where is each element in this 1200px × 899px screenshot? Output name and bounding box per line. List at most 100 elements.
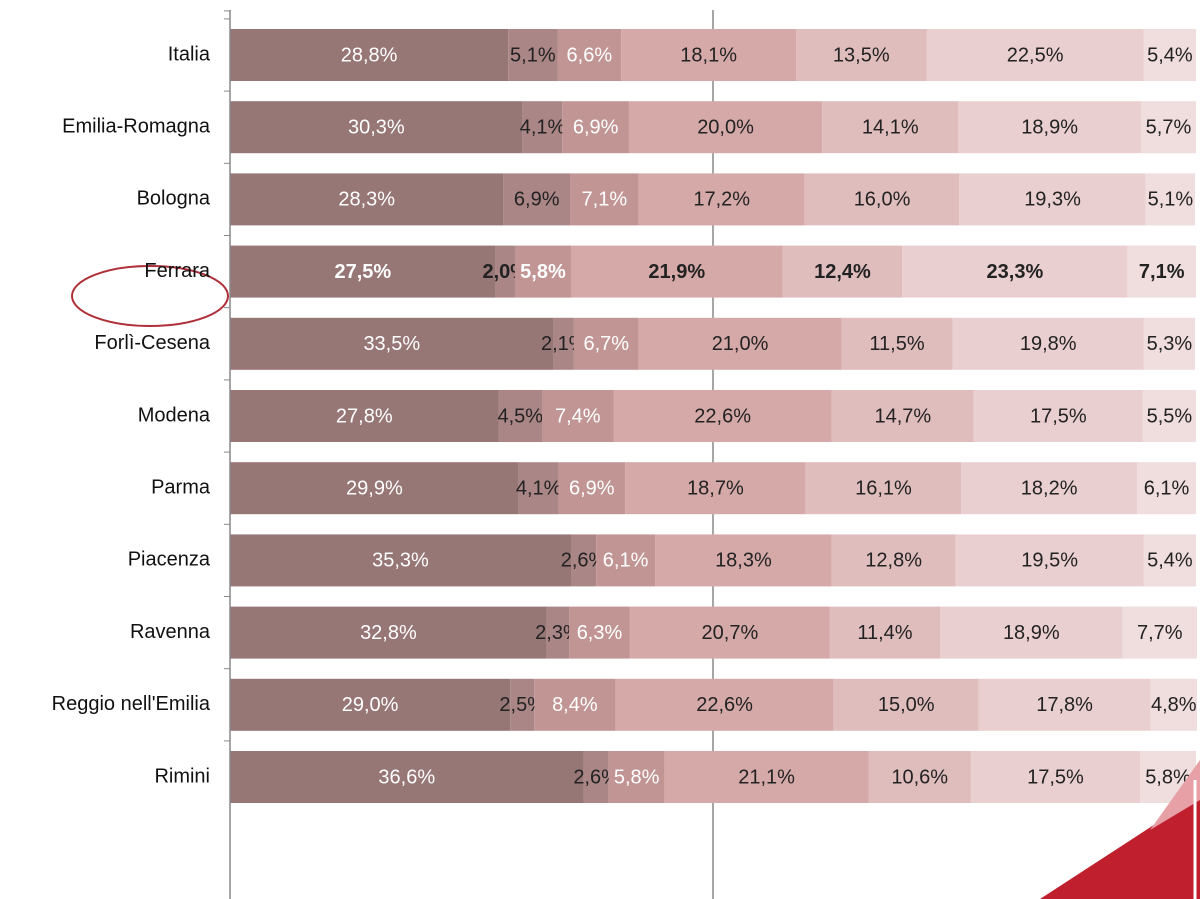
category-label: Italia xyxy=(168,43,211,65)
value-label: 4,5% xyxy=(497,405,543,427)
value-label: 14,7% xyxy=(874,405,931,427)
bar-segment xyxy=(628,101,823,154)
bar-segment xyxy=(1122,606,1197,659)
value-label: 5,1% xyxy=(510,44,556,66)
bar-segment xyxy=(230,606,547,659)
bar-segment xyxy=(621,29,797,81)
bar-segment xyxy=(625,462,806,515)
bar-segment xyxy=(230,678,511,731)
category-label: Bologna xyxy=(137,188,211,210)
value-label: 8,4% xyxy=(552,694,598,716)
value-label: 29,9% xyxy=(346,477,403,499)
value-label: 7,1% xyxy=(1139,261,1185,283)
bar-segment xyxy=(546,606,570,659)
value-label: 21,9% xyxy=(648,261,705,283)
bar-segment xyxy=(230,751,584,803)
bar-segment xyxy=(926,29,1144,81)
value-label: 6,9% xyxy=(573,116,619,138)
value-label: 2,5% xyxy=(499,694,545,716)
bar-segment xyxy=(1145,173,1196,226)
value-label: 4,8% xyxy=(1151,694,1197,716)
value-label: 20,0% xyxy=(697,116,754,138)
bar-segment xyxy=(831,534,956,587)
bar-segment xyxy=(973,390,1143,442)
bar-segment xyxy=(805,462,962,515)
value-label: 10,6% xyxy=(891,766,948,788)
category-label: Ferrara xyxy=(144,260,210,282)
value-label: 5,5% xyxy=(1147,405,1193,427)
bar-segment xyxy=(1137,462,1196,515)
bar-segment xyxy=(1140,101,1196,154)
value-label: 5,8% xyxy=(614,766,660,788)
category-label: Rimini xyxy=(154,765,210,787)
value-label: 5,1% xyxy=(1148,189,1194,211)
value-label: 6,1% xyxy=(603,550,649,572)
bar-segment xyxy=(829,606,941,659)
bar-segment xyxy=(608,751,665,803)
bar-segment xyxy=(804,173,960,226)
bar-segment xyxy=(573,317,639,370)
value-label: 19,8% xyxy=(1020,333,1077,355)
value-label: 17,8% xyxy=(1036,694,1093,716)
bar-segment xyxy=(230,390,499,442)
bar-segment xyxy=(522,101,563,154)
bar-segment xyxy=(1143,534,1196,587)
value-label: 5,3% xyxy=(1147,333,1193,355)
bar-segment xyxy=(615,678,834,731)
value-label: 6,6% xyxy=(567,44,613,66)
bar-segment xyxy=(958,101,1141,154)
value-label: 18,9% xyxy=(1003,622,1060,644)
value-label: 21,0% xyxy=(712,333,769,355)
bar-segment xyxy=(508,29,558,81)
category-label: Modena xyxy=(138,404,211,426)
value-label: 17,2% xyxy=(693,189,750,211)
bar-segment xyxy=(510,678,535,731)
grid xyxy=(224,10,714,899)
bar-segment xyxy=(831,390,974,442)
bar-segment xyxy=(955,534,1144,587)
bar-segment xyxy=(1127,245,1196,298)
value-label: 4,1% xyxy=(516,477,562,499)
value-label: 15,0% xyxy=(878,694,935,716)
bar-segment xyxy=(495,245,515,298)
value-label: 2,6% xyxy=(561,550,607,572)
bar-segment xyxy=(518,462,559,515)
value-label: 13,5% xyxy=(833,44,890,66)
bar-segment xyxy=(230,101,523,154)
corner-decoration xyxy=(1150,760,1200,830)
value-label: 6,3% xyxy=(577,622,623,644)
bar-segment xyxy=(940,606,1123,659)
bar-segment xyxy=(570,173,639,226)
value-label: 16,1% xyxy=(855,477,912,499)
value-label: 17,5% xyxy=(1027,766,1084,788)
value-label: 22,6% xyxy=(694,405,751,427)
bar-segment xyxy=(553,317,574,370)
value-label: 18,2% xyxy=(1021,477,1078,499)
value-label: 5,7% xyxy=(1146,116,1192,138)
value-label: 27,5% xyxy=(334,261,391,283)
bar-segment xyxy=(230,245,496,298)
bar-segment xyxy=(961,462,1138,515)
bar-segment xyxy=(542,390,614,442)
value-label: 23,3% xyxy=(987,261,1044,283)
bar-segment xyxy=(569,606,630,659)
bar-segment xyxy=(638,317,842,370)
value-label: 35,3% xyxy=(372,550,429,572)
bar-segment xyxy=(570,245,783,298)
value-label: 33,5% xyxy=(363,333,420,355)
value-label: 28,3% xyxy=(338,189,395,211)
bar-segment xyxy=(514,245,571,298)
bar-segment xyxy=(782,245,903,298)
value-label: 14,1% xyxy=(862,116,919,138)
bars: 28,8% 5,1% 6,6% 18,1% 13,5% 22,5% 5,4% 30,3% 4,1… xyxy=(230,29,1197,803)
value-label: 21,1% xyxy=(738,766,795,788)
bar-segment xyxy=(978,678,1151,731)
value-label: 2,6% xyxy=(573,766,619,788)
bar-segment xyxy=(534,678,616,731)
category-label: Ravenna xyxy=(130,621,211,643)
bar-segment xyxy=(841,317,953,370)
value-label: 6,1% xyxy=(1144,477,1190,499)
value-label: 7,7% xyxy=(1137,622,1183,644)
bar-segment xyxy=(833,678,979,731)
